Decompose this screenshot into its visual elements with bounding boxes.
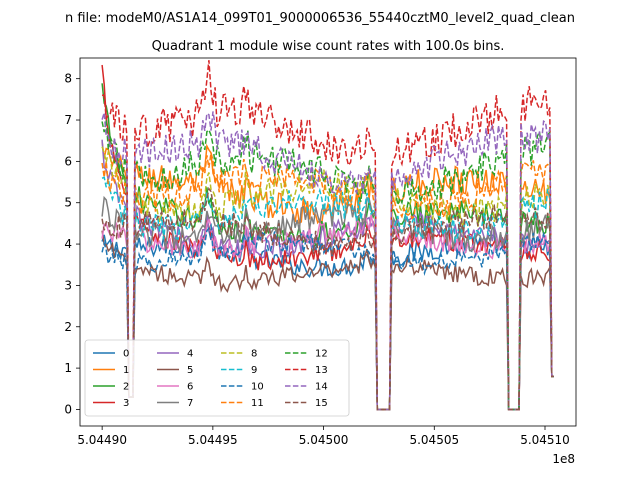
x-tick-label: 5.04510	[520, 433, 570, 447]
y-tick-label: 4	[64, 237, 72, 251]
legend-label-0: 0	[123, 349, 129, 360]
figure-suptitle: n file: modeM0/AS1A14_099T01_9000006536_…	[65, 11, 575, 26]
legend-label-12: 12	[315, 349, 328, 360]
series-line-11	[101, 152, 554, 411]
legend-label-2: 2	[123, 382, 129, 393]
y-tick-label: 3	[64, 278, 72, 292]
y-tick-label: 6	[64, 154, 72, 168]
legend-label-7: 7	[187, 398, 193, 409]
series-layer	[101, 60, 554, 411]
x-tick-label: 5.04505	[409, 433, 459, 447]
x-tick-label: 5.04495	[188, 433, 238, 447]
legend-label-10: 10	[251, 382, 264, 393]
x-tick-label: 5.04500	[299, 433, 349, 447]
y-tick-label: 2	[64, 320, 72, 334]
series-line-10	[101, 223, 554, 411]
legend-label-1: 1	[123, 365, 129, 376]
legend-label-11: 11	[251, 398, 264, 409]
legend-label-3: 3	[123, 398, 129, 409]
y-tick-label: 1	[64, 361, 72, 375]
series-line-13	[101, 60, 554, 411]
y-tick-label: 8	[64, 72, 72, 86]
plot-title: Quadrant 1 module wise count rates with …	[152, 39, 505, 54]
legend-frame	[84, 339, 350, 417]
x-offset-label: 1e8	[552, 452, 575, 466]
legend-label-13: 13	[315, 365, 328, 376]
series-line-14	[101, 111, 554, 411]
series-line-5	[101, 230, 554, 411]
axis-layer: 5.04490 5.04495 5.04500 5.04505 5.0451001234…	[64, 72, 569, 447]
legend-label-9: 9	[251, 365, 257, 376]
series-line-4	[101, 139, 554, 411]
series-line-7	[101, 195, 554, 411]
legend-label-8: 8	[251, 349, 257, 360]
legend-label-15: 15	[315, 398, 328, 409]
legend-label-5: 5	[187, 365, 193, 376]
legend-label-6: 6	[187, 382, 193, 393]
plot-frame	[79, 57, 577, 427]
series-line-9	[101, 176, 554, 411]
y-tick-label: 5	[64, 196, 72, 210]
y-tick-label: 0	[64, 402, 72, 416]
series-line-15	[101, 186, 554, 411]
x-tick-label: 5.04490	[77, 433, 127, 447]
y-tick-label: 7	[64, 113, 72, 127]
legend-label-14: 14	[315, 382, 328, 393]
legend-label-4: 4	[187, 349, 193, 360]
